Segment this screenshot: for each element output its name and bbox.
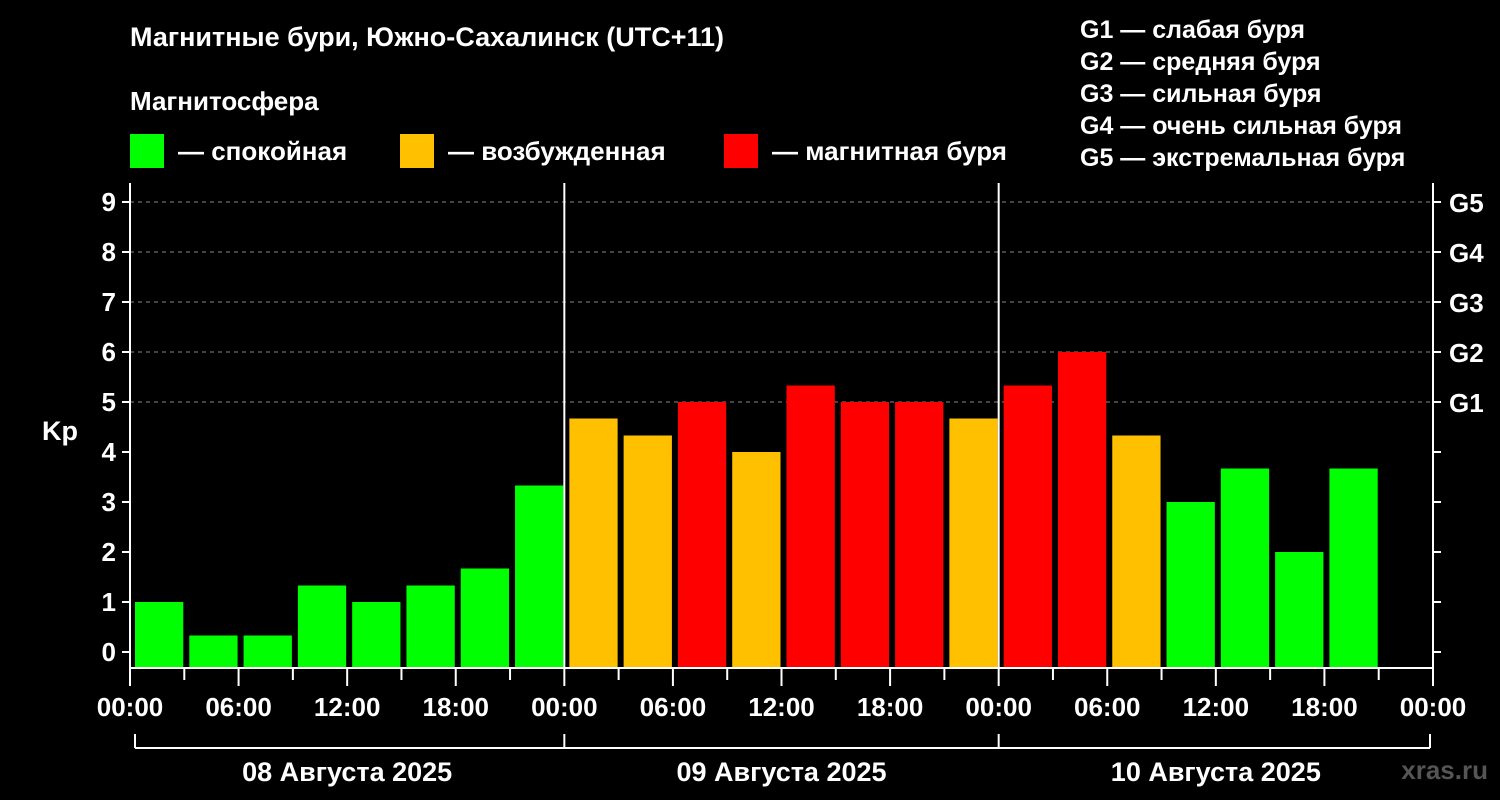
kp-bar bbox=[623, 435, 672, 668]
x-tick-label: 00:00 bbox=[1400, 692, 1467, 722]
x-tick-label: 12:00 bbox=[1183, 692, 1250, 722]
g-scale-item: G1 — слабая буря bbox=[1080, 16, 1306, 44]
y-axis-label: Kp bbox=[42, 416, 78, 446]
g-scale-item: G4 — очень сильная буря bbox=[1080, 112, 1402, 140]
g-level-label: G4 bbox=[1449, 238, 1484, 268]
kp-bar bbox=[949, 418, 998, 668]
y-tick-label: 4 bbox=[102, 437, 117, 467]
kp-bar bbox=[297, 585, 347, 668]
y-tick-label: 7 bbox=[102, 287, 116, 317]
day-label: 09 Августа 2025 bbox=[676, 757, 886, 787]
kp-bar bbox=[677, 402, 727, 668]
kp-bar bbox=[1112, 435, 1161, 668]
x-tick-label: 18:00 bbox=[423, 692, 490, 722]
x-tick-label: 06:00 bbox=[640, 692, 707, 722]
y-tick-label: 1 bbox=[102, 587, 116, 617]
legend-item-quiet: — спокойная bbox=[130, 134, 347, 168]
y-tick-label: 6 bbox=[102, 337, 116, 367]
legend-swatch-excited bbox=[400, 134, 434, 168]
legend-item-storm: — магнитная буря bbox=[724, 134, 1007, 168]
kp-bar bbox=[1329, 468, 1378, 668]
kp-bar bbox=[460, 568, 510, 668]
kp-bar bbox=[189, 635, 238, 668]
kp-bar bbox=[1057, 352, 1107, 668]
y-tick-label: 5 bbox=[102, 387, 116, 417]
x-tick-label: 12:00 bbox=[314, 692, 381, 722]
watermark: xras.ru bbox=[1401, 755, 1488, 785]
chart-subtitle: Магнитосфера bbox=[130, 86, 319, 116]
legend-label-quiet: — спокойная bbox=[178, 135, 348, 166]
x-tick-label: 06:00 bbox=[205, 692, 272, 722]
kp-bar bbox=[1275, 552, 1324, 668]
y-tick-label: 2 bbox=[102, 537, 116, 567]
x-tick-label: 12:00 bbox=[748, 692, 815, 722]
chart-title: Магнитные бури, Южно-Сахалинск (UTC+11) bbox=[130, 22, 725, 52]
legend-item-excited: — возбужденная bbox=[400, 134, 666, 168]
x-tick-label: 06:00 bbox=[1074, 692, 1141, 722]
x-tick-label: 00:00 bbox=[97, 692, 164, 722]
kp-bar bbox=[895, 402, 944, 668]
kp-bar bbox=[786, 385, 835, 668]
kp-bar bbox=[1220, 468, 1270, 668]
x-tick-label: 18:00 bbox=[1291, 692, 1358, 722]
kp-bar bbox=[406, 585, 455, 668]
kp-bar bbox=[569, 418, 618, 668]
legend-swatch-quiet bbox=[130, 134, 164, 168]
g-level-label: G5 bbox=[1449, 188, 1484, 218]
day-label: 08 Августа 2025 bbox=[242, 757, 452, 787]
g-scale-item: G2 — средняя буря bbox=[1080, 48, 1321, 76]
kp-bar bbox=[135, 602, 184, 668]
y-tick-label: 9 bbox=[102, 187, 116, 217]
y-tick-label: 0 bbox=[102, 637, 116, 667]
g-scale-item: G5 — экстремальная буря bbox=[1080, 144, 1406, 172]
kp-bar bbox=[352, 602, 401, 668]
x-tick-label: 00:00 bbox=[531, 692, 598, 722]
kp-bar bbox=[515, 485, 564, 668]
y-tick-label: 3 bbox=[102, 487, 116, 517]
g-level-label: G2 bbox=[1449, 338, 1484, 368]
g-level-label: G1 bbox=[1449, 388, 1484, 418]
x-tick-label: 18:00 bbox=[857, 692, 924, 722]
legend-swatch-storm bbox=[724, 134, 758, 168]
day-label: 10 Августа 2025 bbox=[1111, 757, 1321, 787]
x-tick-label: 00:00 bbox=[965, 692, 1032, 722]
g-scale-legend: G1 — слабая буря G2 — средняя буря G3 — … bbox=[1080, 14, 1405, 174]
legend-label-storm: — магнитная буря bbox=[772, 135, 1007, 166]
kp-bar bbox=[243, 635, 292, 668]
kp-bar bbox=[840, 402, 890, 668]
g-scale-item: G3 — сильная буря bbox=[1080, 80, 1322, 108]
kp-bar bbox=[1003, 385, 1052, 668]
legend-label-excited: — возбужденная bbox=[448, 135, 666, 166]
g-level-label: G3 bbox=[1449, 288, 1484, 318]
y-tick-label: 8 bbox=[102, 237, 116, 267]
kp-bar bbox=[732, 452, 781, 668]
kp-bar bbox=[1166, 502, 1215, 668]
